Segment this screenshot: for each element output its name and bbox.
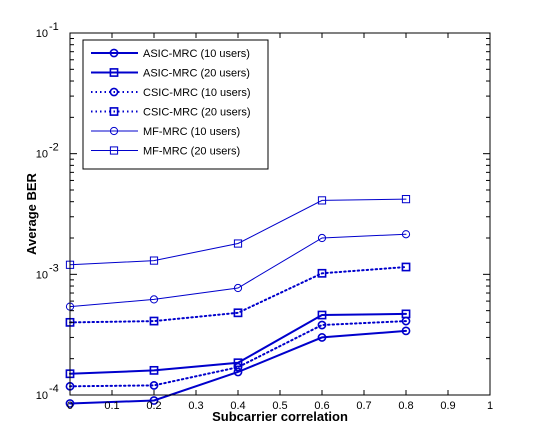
data-point [317,310,327,320]
data-point [149,381,159,390]
series-line [69,198,407,266]
x-tick-label: 0.8 [398,400,413,412]
legend-marker [109,126,119,136]
legend-marker [109,48,119,58]
y-tick-label: 10 [36,28,48,40]
y-tick-exponent: -1 [49,21,59,33]
x-tick-label: 1 [487,400,493,412]
x-tick-label: 0.9 [440,400,455,412]
data-point [149,365,159,375]
legend-box [82,39,269,170]
x-tick-label: 0 [67,400,73,412]
data-point [149,316,159,326]
x-axis-title: Subcarrier correlation [212,409,348,424]
legend-marker [109,87,119,97]
legend-label: CSIC-MRC (20 users) [143,107,251,119]
legend-entry: CSIC-MRC (10 users) [91,87,251,99]
plot-frame [69,32,491,396]
legend-entry: CSIC-MRC (20 users) [91,107,251,119]
series-line [69,320,407,388]
legend-marker [109,68,119,77]
series-5 [65,230,411,311]
data-point [233,367,243,377]
legend-entry: ASIC-MRC (20 users) [91,68,250,80]
y-tick-exponent: -4 [49,383,59,395]
data-point [233,362,243,372]
data-point [149,396,159,405]
x-tick-label: 0.6 [314,400,329,412]
legend-entry: MF-MRC (10 users) [91,126,240,138]
x-tick-label: 0.5 [272,400,287,412]
series-6 [65,195,411,269]
data-point [149,295,159,304]
y-tick-exponent: -2 [49,142,59,154]
x-tick-label: 0.3 [188,400,203,412]
data-point [317,320,327,330]
y-tick-label: 10 [36,149,48,161]
y-tick-label: 10 [36,390,48,402]
series-line [69,233,407,308]
legend-label: ASIC-MRC (10 users) [143,48,250,60]
x-tick-label: 0.7 [356,400,371,412]
data-point [401,262,411,272]
x-tick-label: 0.4 [230,400,245,412]
x-tick-label: 0.2 [146,400,161,412]
legend-label: CSIC-MRC (10 users) [143,87,251,99]
data-point [233,283,243,293]
series-line [69,329,407,405]
data-point [233,239,243,248]
data-point [65,399,75,408]
legend: ASIC-MRC (10 users) ASIC-MRC (20 users) CS… [82,39,269,170]
data-point [401,316,411,326]
data-point [401,326,411,336]
legend-label: MF-MRC (20 users) [143,146,240,158]
data-point [401,195,411,204]
legend-entry: MF-MRC (20 users) [91,146,240,158]
data-point [401,230,411,239]
legend-marker [109,107,119,116]
data-point [317,196,327,205]
data-point [233,358,243,368]
series-1 [65,326,411,408]
legend-label: MF-MRC (10 users) [143,126,240,138]
y-tick-exponent: -3 [49,262,59,274]
data-point [317,268,327,278]
data-point [317,233,327,243]
series-4 [65,262,411,327]
legend-label: ASIC-MRC (20 users) [143,68,250,80]
data-point [317,333,327,342]
legend-marker [109,146,119,155]
x-tick-label: 0.1 [104,400,119,412]
y-axis-title: Average BER [24,172,39,254]
y-tick-label: 10 [36,269,48,281]
legend-entry: ASIC-MRC (10 users) [91,48,250,60]
data-point [233,308,243,318]
data-point [149,256,159,265]
series-line [69,266,407,324]
ticks-layer: 0 0.1 0.2 0.3 0.4 0.5 0.6 0.7 0.8 0.9 110-410-310-… [36,21,493,412]
